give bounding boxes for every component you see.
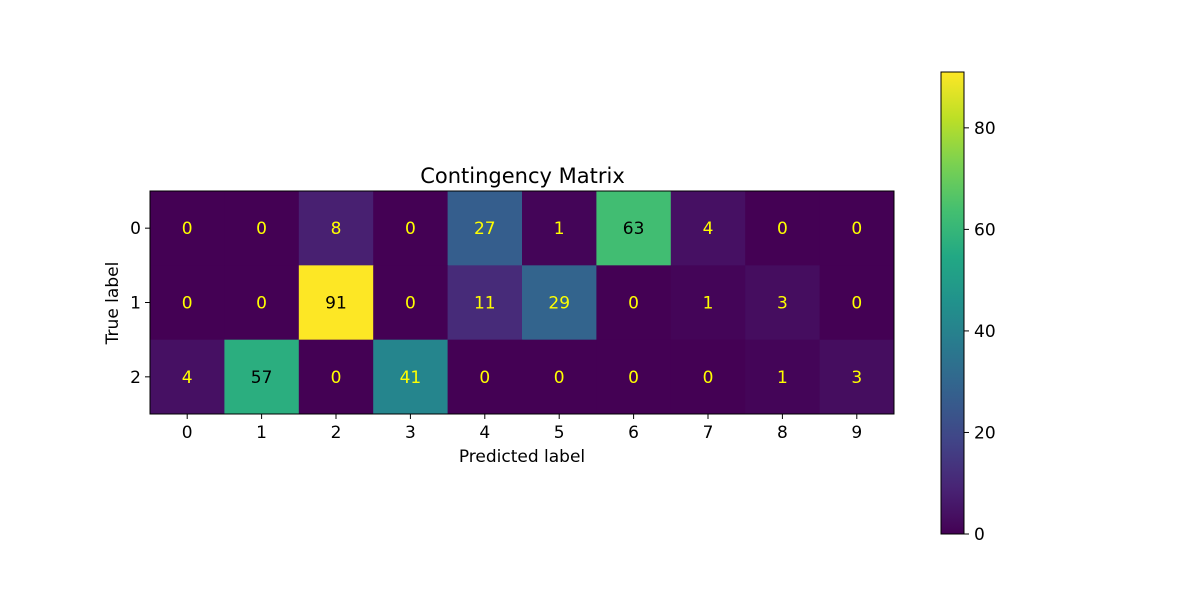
heatmap-cell-labels: 0 0 8 0 27 1 63 4 0 0 0 0 91 0 11 29 0 1 3 0 4 57 0 41 0 0 0 0 1 3 [182,219,862,388]
cell-value-label: 0 [628,368,639,388]
colorbar-tick-label: 20 [974,423,996,443]
heatmap-cell [596,265,672,341]
cell-value-label: 0 [256,219,267,239]
cell-value-label: 0 [256,294,267,314]
cell-value-label: 3 [777,294,788,314]
heatmap-cell [745,339,821,415]
cell-value-label: 4 [703,219,714,239]
heatmap-cell [224,339,300,415]
heatmap-cell [447,191,523,266]
cell-value-label: 4 [182,368,193,388]
x-tick-label: 0 [182,423,193,443]
heatmap-cell [819,339,895,415]
heatmap-cell [150,191,225,266]
heatmap-cell [745,265,821,341]
heatmap-cell [596,191,672,266]
y-tick-label: 2 [130,368,141,388]
cell-value-label: 0 [628,294,639,314]
y-axis-label: True label [103,262,123,346]
colorbar-tick-label: 0 [974,525,985,545]
x-tick-label: 6 [628,423,639,443]
heatmap-cell [150,265,225,341]
y-tick-label: 0 [130,219,141,239]
heatmap-cell [150,339,225,415]
heatmap-cell [670,265,746,341]
x-tick-label: 9 [851,423,862,443]
cell-value-label: 8 [331,219,342,239]
cell-value-label: 29 [548,294,570,314]
x-tick-label: 4 [479,423,490,443]
heatmap-cell [522,191,597,266]
cell-value-label: 0 [777,219,788,239]
heatmap-cell [819,265,895,341]
cell-value-label: 0 [479,368,490,388]
colorbar-tick-label: 80 [974,119,996,139]
cell-value-label: 11 [474,294,496,314]
x-tick-label: 2 [331,423,342,443]
heatmap-cell [670,191,746,266]
x-tick-label: 8 [777,423,788,443]
y-axis-ticks: 0 1 2 [130,219,150,388]
cell-value-label: 27 [474,219,496,239]
cell-value-label: 41 [400,368,422,388]
heatmap-cell [596,339,672,415]
cell-value-label: 0 [182,219,193,239]
x-axis-ticks: 0 1 2 3 4 5 6 7 8 9 [182,414,862,443]
cell-value-label: 0 [851,294,862,314]
heatmap-cell [670,339,746,415]
heatmap-cell [373,265,449,341]
cell-value-label: 1 [554,219,565,239]
heatmap-cell [224,191,300,266]
cell-value-label: 0 [405,294,416,314]
heatmap-cell [522,265,597,341]
heatmap-cell [373,339,449,415]
heatmap-cell [447,265,523,341]
heatmap-cell [298,339,374,415]
heatmap-cell [819,191,895,266]
heatmap-cell [298,265,374,341]
cell-value-label: 0 [703,368,714,388]
chart-title: Contingency Matrix [420,164,625,188]
colorbar [940,71,965,535]
cell-value-label: 63 [623,219,645,239]
cell-value-label: 3 [851,368,862,388]
x-tick-label: 3 [405,423,416,443]
x-axis-label: Predicted label [459,447,585,467]
heatmap-cells [150,191,895,415]
cell-value-label: 0 [182,294,193,314]
heatmap-cell [224,265,300,341]
heatmap-cell [447,339,523,415]
cell-value-label: 91 [325,294,347,314]
colorbar-tick-label: 40 [974,322,996,342]
x-tick-label: 7 [703,423,714,443]
cell-value-label: 0 [405,219,416,239]
cell-value-label: 0 [331,368,342,388]
cell-value-label: 1 [703,294,714,314]
heatmap-cell [373,191,449,266]
colorbar-ticks: 0 20 40 60 80 [964,119,996,545]
x-tick-label: 5 [554,423,565,443]
y-tick-label: 1 [130,294,141,314]
heatmap-cell [522,339,597,415]
cell-value-label: 0 [851,219,862,239]
x-tick-label: 1 [256,423,267,443]
cell-value-label: 0 [554,368,565,388]
cell-value-label: 57 [251,368,273,388]
cell-value-label: 1 [777,368,788,388]
colorbar-tick-label: 60 [974,220,996,240]
heatmap-cell [298,191,374,266]
heatmap-cell [745,191,821,266]
